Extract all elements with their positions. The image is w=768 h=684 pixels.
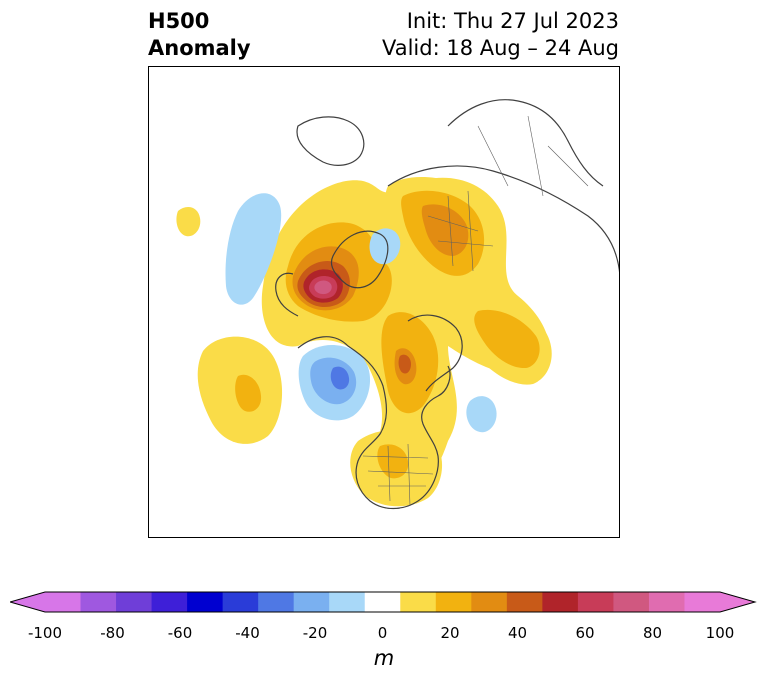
negative-anomaly-region <box>466 396 497 433</box>
colorbar-tick-label: 80 <box>642 624 663 642</box>
map-panel <box>148 66 620 538</box>
colorbar-tick-label: -80 <box>100 624 125 642</box>
coastline-alaska <box>275 272 299 317</box>
colorbar-cell <box>506 592 543 612</box>
political-borders <box>362 115 589 507</box>
colorbar-cell <box>648 592 685 612</box>
colorbar-units: m <box>373 646 395 670</box>
colorbar-tick-label: 0 <box>377 624 388 642</box>
negative-anomaly-region <box>225 193 282 305</box>
colorbar <box>10 591 757 613</box>
colorbar-cell <box>293 592 330 612</box>
colorbar-tick-label: -20 <box>302 624 328 642</box>
negative-anomaly-region <box>330 366 350 390</box>
colorbar-tick-label: 100 <box>705 624 735 642</box>
colorbar-cell <box>329 592 366 612</box>
valid-range: Valid: 18 Aug – 24 Aug <box>381 36 619 60</box>
colorbar-cell <box>187 592 224 612</box>
colorbar-cells <box>45 592 721 612</box>
coastline-north-america <box>297 336 451 510</box>
title-field: Anomaly <box>148 36 251 60</box>
colorbar-under-triangle <box>10 592 45 612</box>
positive-anomaly-region <box>474 309 540 369</box>
coastline-europe <box>407 314 463 392</box>
negative-anomaly-region <box>369 228 401 265</box>
coastline-asia <box>447 99 604 187</box>
coastlines <box>275 99 620 510</box>
colorbar-cell <box>258 592 295 612</box>
positive-anomaly-region <box>398 354 411 374</box>
coastline-arctic-islands <box>296 116 365 166</box>
colorbar-cell <box>471 592 508 612</box>
colorbar-outline <box>10 591 757 613</box>
positive-anomaly-region <box>421 204 469 256</box>
colorbar-tick-label: 40 <box>507 624 528 642</box>
colorbar-cell <box>116 592 153 612</box>
positive-anomaly-region <box>176 206 201 237</box>
init-time: Init: Thu 27 Jul 2023 <box>406 9 619 33</box>
anomaly-fill <box>176 176 552 507</box>
border-lines <box>362 443 434 507</box>
colorbar-cell <box>222 592 259 612</box>
colorbar-cell <box>684 592 721 612</box>
colorbar-tick-label: 20 <box>440 624 460 642</box>
coastline-greenland <box>330 230 389 289</box>
colorbar-tick-labels: -100 -80 -60 -40 -20 0 20 40 60 80 100 <box>0 624 768 646</box>
positive-anomaly-region <box>377 444 409 479</box>
colorbar-tick-label: -40 <box>235 624 260 642</box>
colorbar-cell <box>80 592 117 612</box>
colorbar-tick-label: -60 <box>167 624 193 642</box>
colorbar-cell <box>45 592 82 612</box>
border-lines <box>427 190 494 272</box>
colorbar-cell <box>542 592 579 612</box>
colorbar-over-triangle <box>720 592 755 612</box>
title-right: Init: Thu 27 Jul 2023 Valid: 18 Aug – 24… <box>382 8 619 62</box>
colorbar-cell <box>613 592 650 612</box>
colorbar-cell <box>364 592 401 612</box>
anomaly-map <box>148 66 620 538</box>
colorbar-cell <box>151 592 188 612</box>
colorbar-cell <box>435 592 472 612</box>
title-left: H500 Anomaly <box>148 8 251 62</box>
title-variable: H500 <box>148 9 210 33</box>
colorbar-tick-label: 60 <box>575 624 595 642</box>
colorbar-tick-label: -100 <box>27 624 63 642</box>
positive-anomaly-region <box>314 280 332 295</box>
border-lines <box>477 115 589 197</box>
colorbar-cell <box>577 592 614 612</box>
coastline-eurasia <box>387 165 620 277</box>
colorbar-cell <box>400 592 437 612</box>
map-border <box>148 66 620 538</box>
positive-anomaly-region <box>235 374 262 412</box>
